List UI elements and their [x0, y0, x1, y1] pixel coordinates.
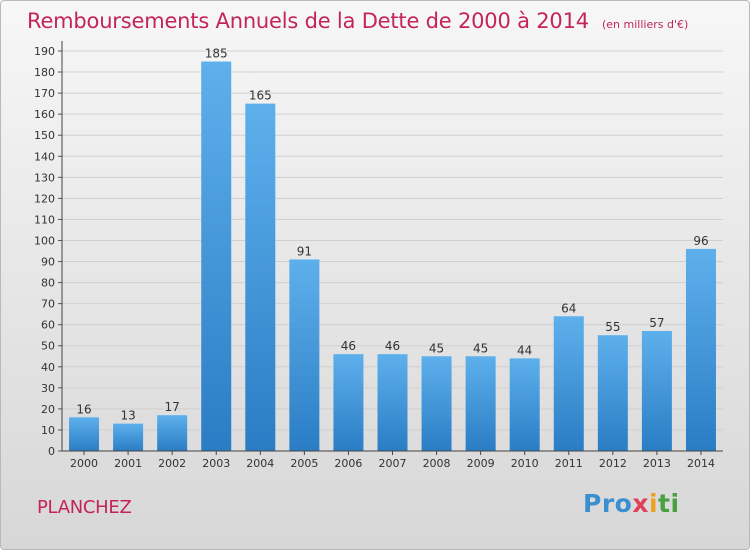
bar-2000	[69, 417, 100, 451]
chart-title-row: Remboursements Annuels de la Dette de 20…	[27, 9, 688, 33]
value-label: 46	[385, 339, 400, 353]
y-tick-label: 130	[34, 171, 55, 184]
bar-2005	[289, 259, 320, 451]
y-tick-label: 100	[34, 234, 55, 247]
chart-subtitle: (en milliers d'€)	[602, 18, 689, 31]
y-tick-label: 140	[34, 150, 55, 163]
bar-2007	[377, 354, 408, 451]
value-label: 185	[205, 47, 228, 61]
y-tick-label: 190	[34, 45, 55, 58]
axes-layer: 0 10 20 30 40 50 60 70 80 90 100 110 120 130 140 150 160…	[34, 41, 723, 470]
bar-2008	[421, 356, 452, 451]
y-tick-label: 120	[34, 192, 55, 205]
y-tick-label: 70	[41, 298, 55, 311]
bar-2011	[553, 316, 584, 451]
x-tick-label: 2003	[202, 457, 230, 470]
y-tick-label: 50	[41, 340, 55, 353]
y-tick-label: 80	[41, 277, 55, 290]
bar-2012	[597, 335, 628, 451]
value-label: 46	[341, 339, 356, 353]
y-tick-label: 60	[41, 319, 55, 332]
y-tick-label: 40	[41, 361, 55, 374]
bar-2001	[113, 423, 144, 451]
y-tick-label: 180	[34, 66, 55, 79]
x-tick-label: 2006	[334, 457, 362, 470]
bar-2013	[641, 331, 672, 451]
value-label: 45	[473, 341, 488, 355]
value-label: 96	[693, 234, 708, 248]
value-label: 44	[517, 343, 532, 357]
bars-layer	[69, 61, 716, 452]
x-tick-label: 2007	[379, 457, 407, 470]
proxiti-logo: Proxiti	[583, 489, 680, 518]
labels-layer: 16 13 17 185 165 91 46 46 45 45 44 64 55 57 96	[76, 47, 708, 423]
value-label: 16	[76, 402, 91, 416]
x-tick-label: 2012	[599, 457, 627, 470]
x-tick-label: 2002	[158, 457, 186, 470]
y-tick-label: 150	[34, 129, 55, 142]
y-tick-label: 90	[41, 256, 55, 269]
y-tick-label: 0	[48, 445, 55, 458]
commune-name: PLANCHEZ	[37, 497, 132, 518]
value-label: 91	[297, 244, 312, 258]
x-tick-label: 2010	[511, 457, 539, 470]
bar-2002	[157, 415, 188, 451]
x-tick-label: 2011	[555, 457, 583, 470]
y-tick-label: 10	[41, 424, 55, 437]
x-tick-label: 2013	[643, 457, 671, 470]
chart-title: Remboursements Annuels de la Dette de 20…	[27, 9, 589, 33]
value-label: 45	[429, 341, 444, 355]
value-label: 13	[120, 409, 135, 423]
x-tick-label: 2004	[246, 457, 274, 470]
y-tick-label: 170	[34, 87, 55, 100]
value-label: 64	[561, 301, 576, 315]
bar-2006	[333, 354, 364, 451]
x-tick-label: 2008	[423, 457, 451, 470]
y-tick-label: 160	[34, 108, 55, 121]
x-tick-label: 2001	[114, 457, 142, 470]
x-tick-label: 2014	[687, 457, 715, 470]
value-label: 17	[165, 400, 180, 414]
value-label: 57	[649, 316, 664, 330]
bar-2009	[465, 356, 496, 451]
bar-2014	[685, 248, 716, 451]
value-label: 55	[605, 320, 620, 334]
y-tick-label: 110	[34, 213, 55, 226]
x-tick-label: 2009	[467, 457, 495, 470]
y-tick-label: 20	[41, 403, 55, 416]
value-label: 165	[249, 89, 272, 103]
bar-2003	[201, 61, 232, 452]
y-tick-label: 30	[41, 382, 55, 395]
x-tick-label: 2005	[290, 457, 318, 470]
bar-2010	[509, 358, 540, 451]
bar-2004	[245, 103, 276, 451]
x-tick-label: 2000	[70, 457, 98, 470]
